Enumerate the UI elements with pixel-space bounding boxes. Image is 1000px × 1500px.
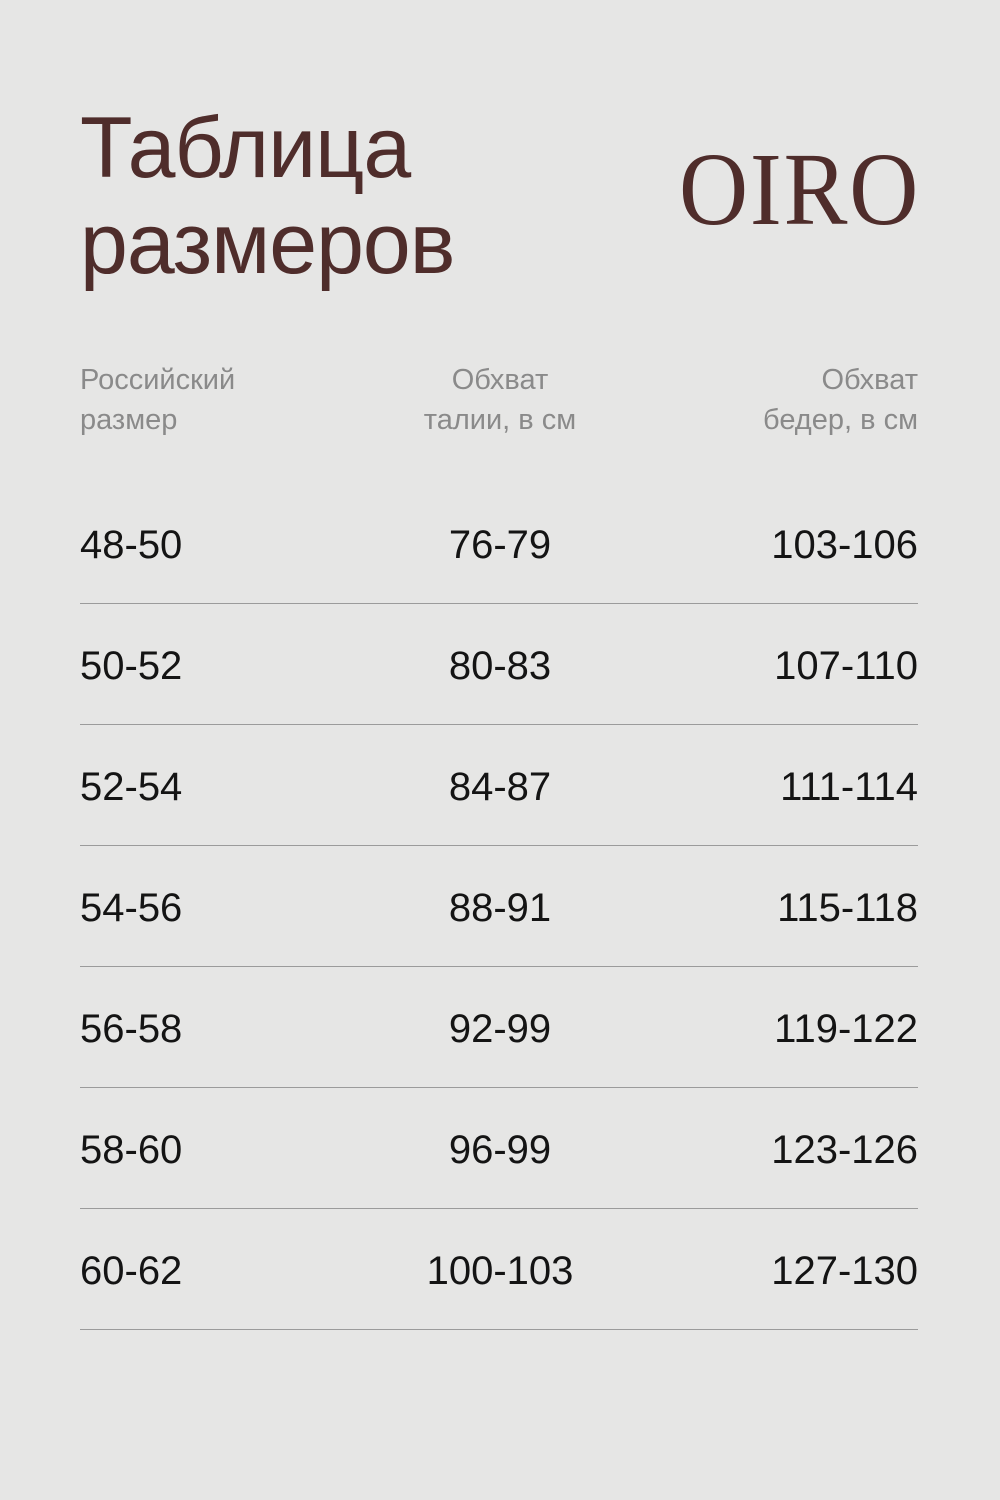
hips-cell: 123-126	[771, 1128, 918, 1172]
size-table: 48-50 76-79 103-106 50-52 80-83 107-110 52-54 8…	[80, 483, 918, 1330]
table-row: 48-50 76-79 103-106	[80, 483, 918, 604]
header-russian-size: Российский размер	[80, 360, 235, 440]
size-cell: 60-62	[80, 1249, 183, 1293]
waist-cell: 80-83	[448, 644, 552, 688]
table-row: 60-62 100-103 127-130	[80, 1209, 918, 1330]
brand-logo: OIRO	[678, 132, 920, 247]
hips-cell: 111-114	[780, 765, 918, 809]
waist-cell: 96-99	[448, 1128, 552, 1172]
table-row: 54-56 88-91 115-118	[80, 846, 918, 967]
header-line: талии, в см	[423, 404, 577, 436]
header-line: размер	[80, 404, 178, 436]
hips-cell: 115-118	[777, 886, 918, 930]
waist-cell: 76-79	[448, 523, 552, 567]
title-line-2: размеров	[80, 196, 455, 292]
table-row: 58-60 96-99 123-126	[80, 1088, 918, 1209]
waist-cell: 84-87	[448, 765, 552, 809]
size-cell: 52-54	[80, 765, 183, 809]
table-row: 50-52 80-83 107-110	[80, 604, 918, 725]
page-title: Таблица размеров	[80, 100, 455, 292]
table-row: 52-54 84-87 111-114	[80, 725, 918, 846]
header-hips: Обхват бедер, в см	[763, 360, 918, 440]
size-cell: 50-52	[80, 644, 183, 688]
hips-cell: 107-110	[774, 644, 918, 688]
header-line: Обхват	[821, 364, 918, 396]
header-line: Обхват	[451, 364, 549, 396]
waist-cell: 88-91	[448, 886, 552, 930]
size-cell: 48-50	[80, 523, 183, 567]
header-line: бедер, в см	[763, 404, 918, 436]
table-row: 56-58 92-99 119-122	[80, 967, 918, 1088]
header-line: Российский	[80, 364, 236, 396]
hips-cell: 119-122	[774, 1007, 918, 1051]
size-cell: 56-58	[80, 1007, 183, 1051]
size-cell: 54-56	[80, 886, 183, 930]
hips-cell: 127-130	[771, 1249, 918, 1293]
title-line-1: Таблица	[80, 100, 411, 196]
header-waist: Обхват талии, в см	[380, 360, 620, 440]
size-cell: 58-60	[80, 1128, 183, 1172]
waist-cell: 92-99	[448, 1007, 552, 1051]
waist-cell: 100-103	[426, 1249, 574, 1293]
hips-cell: 103-106	[771, 523, 918, 567]
